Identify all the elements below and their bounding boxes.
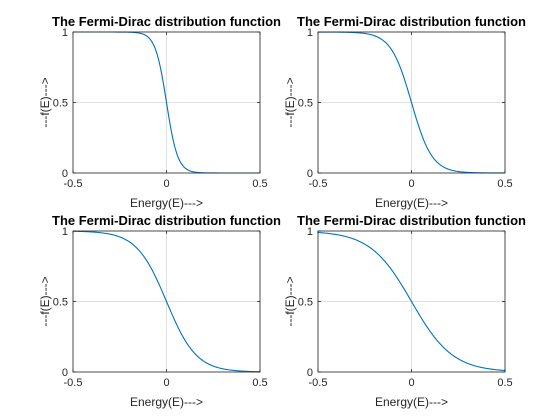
chart-title: The Fermi-Dirac distribution function — [297, 14, 526, 29]
y-axis-label: ---f(E)---> — [283, 77, 297, 127]
x-tick-label: 0.5 — [497, 178, 512, 190]
y-tick-label: 0 — [307, 367, 313, 379]
y-axis-label: ---f(E)---> — [38, 276, 52, 326]
x-tick-label: -0.5 — [309, 178, 328, 190]
x-tick-label: 0.5 — [252, 377, 267, 389]
y-tick-label: 0.5 — [53, 98, 68, 110]
fermi-dirac-curve — [72, 230, 261, 373]
x-axis-label: Energy(E)---> — [375, 196, 448, 210]
x-tick-label: -0.5 — [309, 377, 328, 389]
fermi-dirac-curve — [317, 231, 506, 372]
y-tick-label: 0 — [307, 168, 313, 180]
x-axis-label: Energy(E)---> — [130, 196, 203, 210]
y-tick-label: 1 — [307, 27, 313, 39]
y-tick-label: 1 — [62, 27, 68, 39]
x-axis-label: Energy(E)---> — [375, 395, 448, 409]
x-tick-label: -0.5 — [64, 377, 83, 389]
x-tick-label: 0 — [408, 178, 414, 190]
x-axis-label: Energy(E)---> — [130, 395, 203, 409]
chart-title: The Fermi-Dirac distribution function — [52, 14, 281, 29]
x-tick-label: 0 — [163, 377, 169, 389]
x-tick-label: 0 — [408, 377, 414, 389]
y-tick-label: 1 — [62, 226, 68, 238]
y-tick-label: 1 — [307, 226, 313, 238]
y-tick-label: 0.5 — [298, 98, 313, 110]
y-axis-label: ---f(E)---> — [38, 77, 52, 127]
chart-title: The Fermi-Dirac distribution function — [297, 213, 526, 228]
x-tick-label: -0.5 — [64, 178, 83, 190]
y-axis-label: ---f(E)---> — [283, 276, 297, 326]
y-tick-label: 0 — [62, 367, 68, 379]
y-tick-label: 0.5 — [298, 297, 313, 309]
x-tick-label: 0 — [163, 178, 169, 190]
x-tick-label: 0.5 — [497, 377, 512, 389]
chart-title: The Fermi-Dirac distribution function — [52, 213, 281, 228]
y-tick-label: 0.5 — [53, 297, 68, 309]
y-tick-label: 0 — [62, 168, 68, 180]
x-tick-label: 0.5 — [252, 178, 267, 190]
